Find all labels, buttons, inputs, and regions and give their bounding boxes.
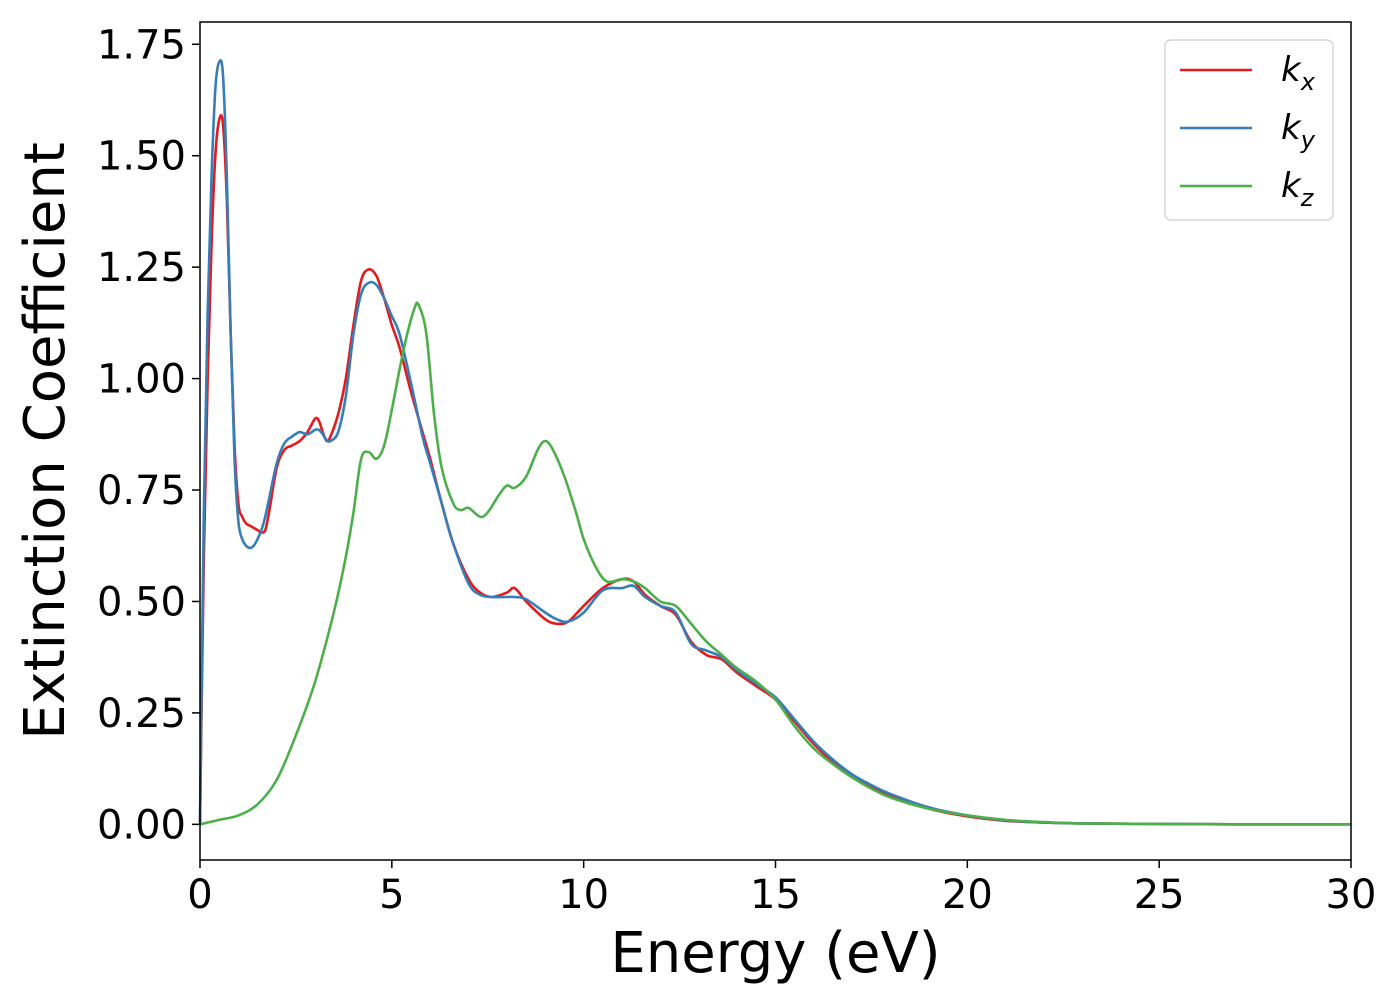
series-line-kx: [198, 114, 1352, 826]
x-axis-title: Energy (eV): [610, 921, 940, 986]
y-tick-label: 1.00: [97, 357, 186, 403]
legend-label-kx: kx: [1281, 50, 1316, 96]
x-axis: 0 5 10 15 20 25 30: [187, 860, 1376, 918]
y-axis: 0.00 0.25 0.50 0.75 1.00 1.25 1.50 1.75: [97, 22, 200, 848]
y-tick-label: 0.00: [97, 802, 186, 848]
y-tick-label: 0.50: [97, 579, 186, 625]
x-tick-label: 5: [379, 872, 404, 918]
x-tick-label: 20: [942, 872, 993, 918]
x-tick-label: 30: [1326, 872, 1377, 918]
legend-label-ky: ky: [1281, 108, 1316, 154]
y-tick-label: 1.75: [97, 22, 186, 68]
legend-label-kz: kz: [1281, 166, 1315, 212]
series-line-kz: [199, 301, 1352, 826]
y-axis-title: Extinction Coefficient: [13, 142, 78, 740]
y-tick-label: 1.50: [97, 134, 186, 180]
legend-box: [1164, 39, 1334, 221]
x-tick-label: 25: [1134, 872, 1185, 918]
x-tick-label: 10: [558, 872, 609, 918]
plot-lines: [198, 58, 1352, 826]
legend: kx ky kz: [1164, 39, 1334, 221]
y-tick-label: 0.25: [97, 691, 186, 737]
y-tick-label: 0.75: [97, 468, 186, 514]
x-tick-label: 15: [750, 872, 801, 918]
x-tick-label: 0: [187, 872, 212, 918]
series-line-ky: [198, 58, 1352, 826]
y-tick-label: 1.25: [97, 245, 186, 291]
